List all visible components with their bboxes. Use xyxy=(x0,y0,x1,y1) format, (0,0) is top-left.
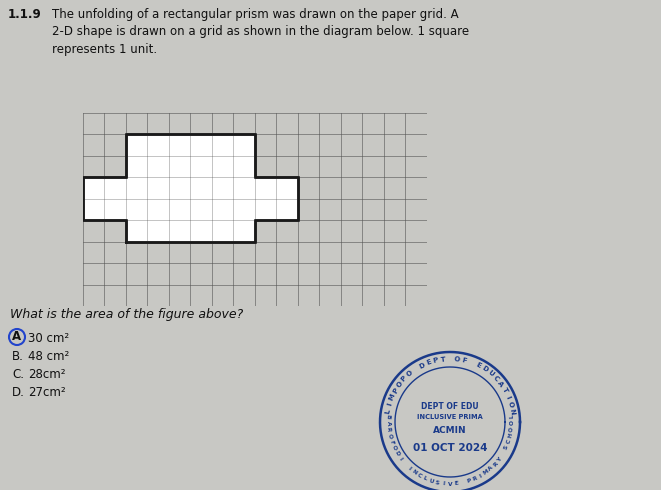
Text: H: H xyxy=(508,433,514,439)
Text: I: I xyxy=(407,466,411,471)
Text: E: E xyxy=(475,362,482,369)
Text: C: C xyxy=(492,375,500,383)
Text: N: N xyxy=(508,408,516,415)
Text: I: I xyxy=(479,473,483,479)
Text: B: B xyxy=(385,414,391,419)
Text: U: U xyxy=(428,478,434,484)
Text: O: O xyxy=(454,356,461,363)
Text: R: R xyxy=(492,461,499,467)
Text: C: C xyxy=(416,473,422,479)
Text: S: S xyxy=(435,480,440,486)
Text: T: T xyxy=(440,356,446,363)
Text: O: O xyxy=(405,369,414,378)
Text: L: L xyxy=(509,415,514,418)
Text: D: D xyxy=(481,365,488,373)
Text: 01 OCT 2024: 01 OCT 2024 xyxy=(412,443,487,453)
Text: D: D xyxy=(393,450,400,457)
Text: I: I xyxy=(387,402,393,406)
Text: P: P xyxy=(391,387,399,394)
Text: C: C xyxy=(506,439,512,445)
Text: E: E xyxy=(425,359,432,367)
Polygon shape xyxy=(83,134,298,242)
Text: C.: C. xyxy=(12,368,24,381)
Text: P: P xyxy=(400,375,408,383)
Text: P: P xyxy=(466,478,472,484)
Text: O: O xyxy=(395,380,404,389)
Text: O: O xyxy=(391,444,397,451)
Text: A: A xyxy=(13,330,22,343)
Text: B.: B. xyxy=(12,350,24,363)
Text: 28cm²: 28cm² xyxy=(28,368,65,381)
Text: DEPT OF EDU: DEPT OF EDU xyxy=(421,401,479,411)
Text: What is the area of the figure above?: What is the area of the figure above? xyxy=(10,308,243,321)
Text: S: S xyxy=(503,445,510,451)
Text: O: O xyxy=(509,427,514,432)
Text: T: T xyxy=(501,387,508,394)
Text: 1.1.9: 1.1.9 xyxy=(8,8,42,21)
Text: ACMIN: ACMIN xyxy=(433,425,467,435)
Text: Y: Y xyxy=(496,456,503,462)
Text: U: U xyxy=(486,369,494,378)
Text: A: A xyxy=(496,380,504,389)
Text: O: O xyxy=(506,400,514,408)
Text: I: I xyxy=(442,481,445,486)
Text: M: M xyxy=(388,392,396,401)
Text: D.: D. xyxy=(12,386,25,399)
Text: 48 cm²: 48 cm² xyxy=(28,350,69,363)
Text: O: O xyxy=(510,420,514,425)
Text: A: A xyxy=(488,465,494,472)
Text: I: I xyxy=(504,395,511,399)
Text: I: I xyxy=(397,457,403,461)
Text: F: F xyxy=(388,439,395,444)
Text: L: L xyxy=(422,476,428,482)
Text: M: M xyxy=(483,469,490,476)
Text: F: F xyxy=(461,357,467,364)
Text: O: O xyxy=(387,433,393,439)
Text: D: D xyxy=(418,362,426,369)
Text: INCLUSIVE PRIMA: INCLUSIVE PRIMA xyxy=(417,414,483,420)
Text: R: R xyxy=(386,427,391,432)
Text: A: A xyxy=(385,421,391,425)
Text: The unfolding of a rectangular prism was drawn on the paper grid. A
2-D shape is: The unfolding of a rectangular prism was… xyxy=(52,8,469,56)
Text: E: E xyxy=(454,481,459,487)
Text: L: L xyxy=(385,408,391,414)
Text: R: R xyxy=(472,476,478,482)
Text: 27cm²: 27cm² xyxy=(28,386,65,399)
Text: N: N xyxy=(410,469,417,476)
Text: 30 cm²: 30 cm² xyxy=(28,332,69,345)
Text: P: P xyxy=(432,357,439,364)
Text: V: V xyxy=(447,482,452,487)
